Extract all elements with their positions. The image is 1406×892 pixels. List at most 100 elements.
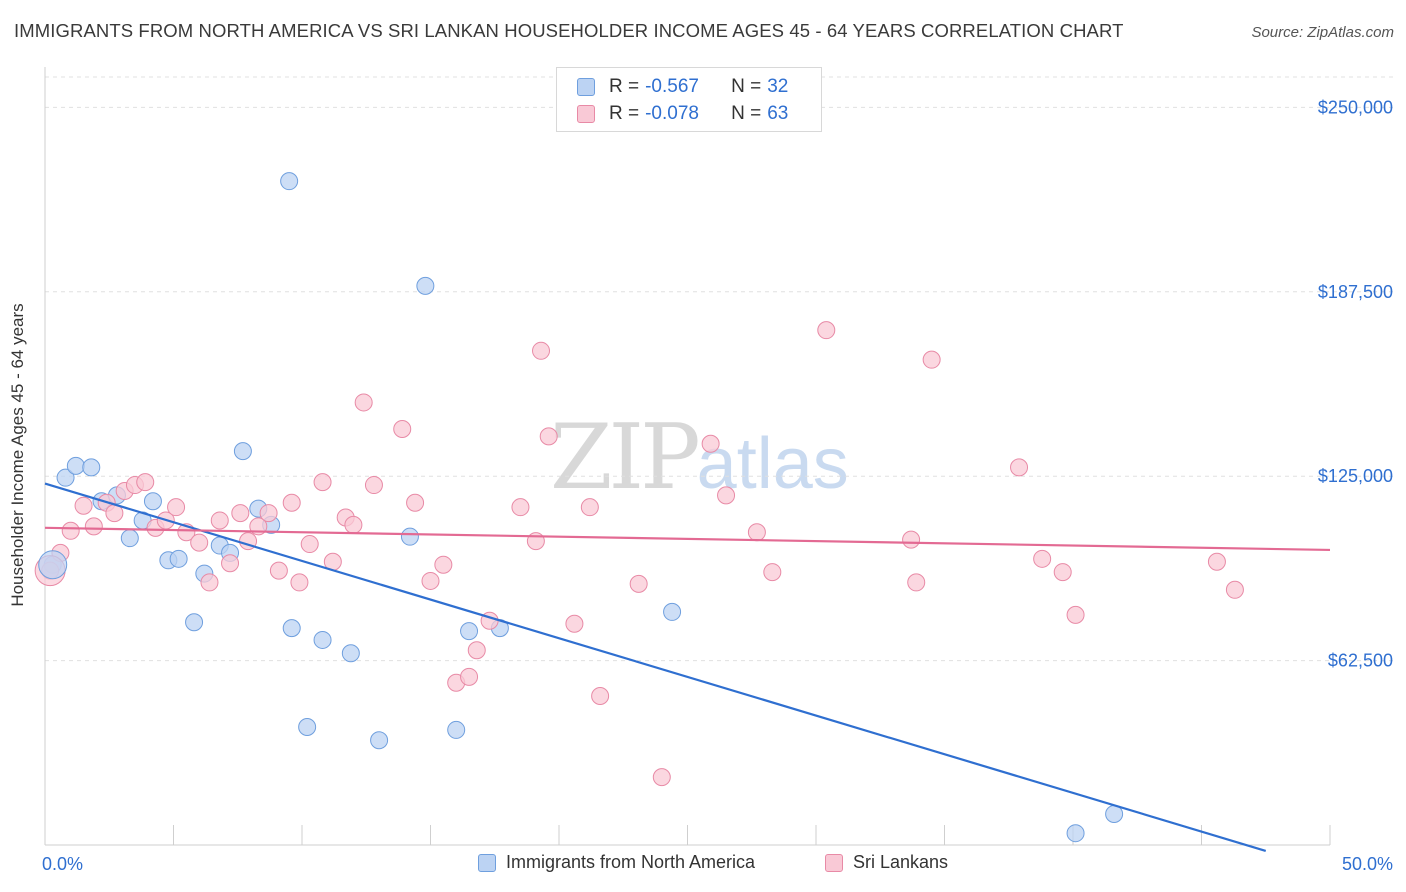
- sri-lankan-point: [460, 667, 479, 686]
- y-axis-title: Householder Income Ages 45 - 64 years: [8, 303, 27, 607]
- north-america-point: [280, 172, 299, 191]
- sri-lankan-point: [1207, 552, 1226, 571]
- north-america-point: [185, 613, 204, 632]
- y-tick-label: $125,000: [1318, 466, 1393, 486]
- sri-lankan-point: [1225, 580, 1244, 599]
- sri-lankan-point: [747, 523, 766, 542]
- sri-lankan-point: [259, 504, 278, 523]
- sri-lankan-point: [902, 530, 921, 549]
- sri-lankan-point: [200, 573, 219, 592]
- sri-lankan-point: [652, 768, 671, 787]
- sri-lankan-point: [1033, 549, 1052, 568]
- legend-n-label: N =: [731, 103, 762, 124]
- legend-swatch-pink: [577, 105, 595, 123]
- sri-lankan-point: [61, 521, 80, 540]
- legend-row-sri-lankans: R = -0.078 N = 63: [577, 102, 788, 126]
- sri-lankan-point: [300, 535, 319, 554]
- north-america-point: [82, 458, 101, 477]
- sri-lankan-point: [434, 555, 453, 574]
- legend-n-label: N =: [731, 76, 762, 97]
- sri-lankan-point: [282, 493, 301, 512]
- legend-swatch-blue: [577, 78, 595, 96]
- sri-lankan-point: [511, 498, 530, 517]
- sri-lankan-point: [231, 504, 250, 523]
- north-america-point: [1066, 824, 1085, 843]
- sri-lankan-point: [421, 571, 440, 590]
- north-america-point: [400, 527, 419, 546]
- north-america-point: [416, 276, 435, 295]
- sri-lankan-point: [817, 321, 836, 340]
- sri-lankan-point: [763, 563, 782, 582]
- series-swatch-blue: [478, 853, 496, 872]
- sri-lankan-point: [1066, 605, 1085, 624]
- north-america-point: [233, 442, 252, 461]
- sri-lankan-point: [907, 573, 926, 592]
- sri-lankan-point: [629, 574, 648, 593]
- north-america-point: [56, 468, 75, 487]
- north-america-point: [120, 529, 139, 548]
- north-america-point: [298, 717, 317, 736]
- sri-lankan-point: [1010, 458, 1029, 477]
- sri-lankan-point: [84, 517, 103, 536]
- north-america-point: [143, 492, 162, 511]
- stats-legend: R = -0.567 N = 32 R = -0.078 N = 63: [556, 67, 822, 132]
- series-name-north-america: Immigrants from North America: [506, 852, 756, 872]
- north-america-point: [282, 619, 301, 638]
- north-america-point: [66, 456, 85, 475]
- sri-lankan-point: [354, 393, 373, 412]
- sri-lankan-point: [701, 434, 720, 453]
- series-legend-sri-lankans: Sri Lankans: [825, 852, 948, 873]
- sri-lankan-point: [393, 419, 412, 438]
- sri-lankan-point: [717, 486, 736, 505]
- sri-lankan-point: [167, 498, 186, 517]
- sri-lankan-point: [364, 476, 383, 495]
- legend-r-label: R =: [609, 103, 640, 124]
- north-america-point: [663, 602, 682, 621]
- sri-lankan-trend-line: [44, 526, 1331, 552]
- y-tick-label: $250,000: [1318, 97, 1393, 117]
- chart-title: IMMIGRANTS FROM NORTH AMERICA VS SRI LAN…: [14, 20, 1124, 41]
- series-name-sri-lankans: Sri Lankans: [853, 852, 949, 872]
- sri-lankan-point: [74, 496, 93, 515]
- legend-r-label: R =: [609, 76, 640, 97]
- sri-lankan-point: [406, 493, 425, 512]
- x-tick-label: 0.0%: [42, 854, 83, 874]
- legend-row-north-america: R = -0.567 N = 32: [577, 75, 788, 99]
- north-america-point: [460, 622, 479, 641]
- legend-n-value: 63: [767, 103, 789, 124]
- north-america-point: [370, 731, 389, 750]
- series-swatch-pink: [825, 853, 843, 872]
- sri-lankan-point: [1053, 563, 1072, 582]
- north-america-point: [341, 644, 360, 663]
- x-tick-label: 50.0%: [1342, 854, 1393, 874]
- sri-lankan-point: [532, 341, 551, 360]
- north-america-point: [447, 720, 466, 739]
- sri-lankan-point: [344, 515, 363, 534]
- sri-lankan-point: [580, 498, 599, 517]
- legend-n-value: 32: [767, 76, 789, 97]
- series-legend: Immigrants from North America Sri Lankan…: [0, 852, 1406, 878]
- y-tick-label: $62,500: [1328, 651, 1393, 671]
- sri-lankan-point: [565, 614, 584, 633]
- north-america-trend-line: [44, 482, 1267, 852]
- sri-lankan-point: [922, 350, 941, 369]
- sri-lankan-point: [539, 427, 558, 446]
- sri-lankan-point: [313, 473, 332, 492]
- legend-r-value: -0.567: [645, 76, 699, 97]
- sri-lankan-point: [290, 573, 309, 592]
- north-america-cluster-point: [38, 550, 68, 580]
- source-label: Source: ZipAtlas.com: [1251, 24, 1394, 41]
- sri-lankan-point: [190, 533, 209, 552]
- legend-r-value: -0.078: [645, 103, 699, 124]
- series-legend-north-america: Immigrants from North America: [478, 852, 755, 873]
- sri-lankan-point: [210, 511, 229, 530]
- sri-lankan-point: [467, 641, 486, 660]
- sri-lankan-point: [591, 687, 610, 706]
- sri-lankan-point: [221, 554, 240, 573]
- y-tick-label: $187,500: [1318, 282, 1393, 302]
- north-america-point: [313, 630, 332, 649]
- sri-lankan-point: [269, 561, 288, 580]
- north-america-point: [169, 549, 188, 568]
- sri-lankan-point: [136, 473, 155, 492]
